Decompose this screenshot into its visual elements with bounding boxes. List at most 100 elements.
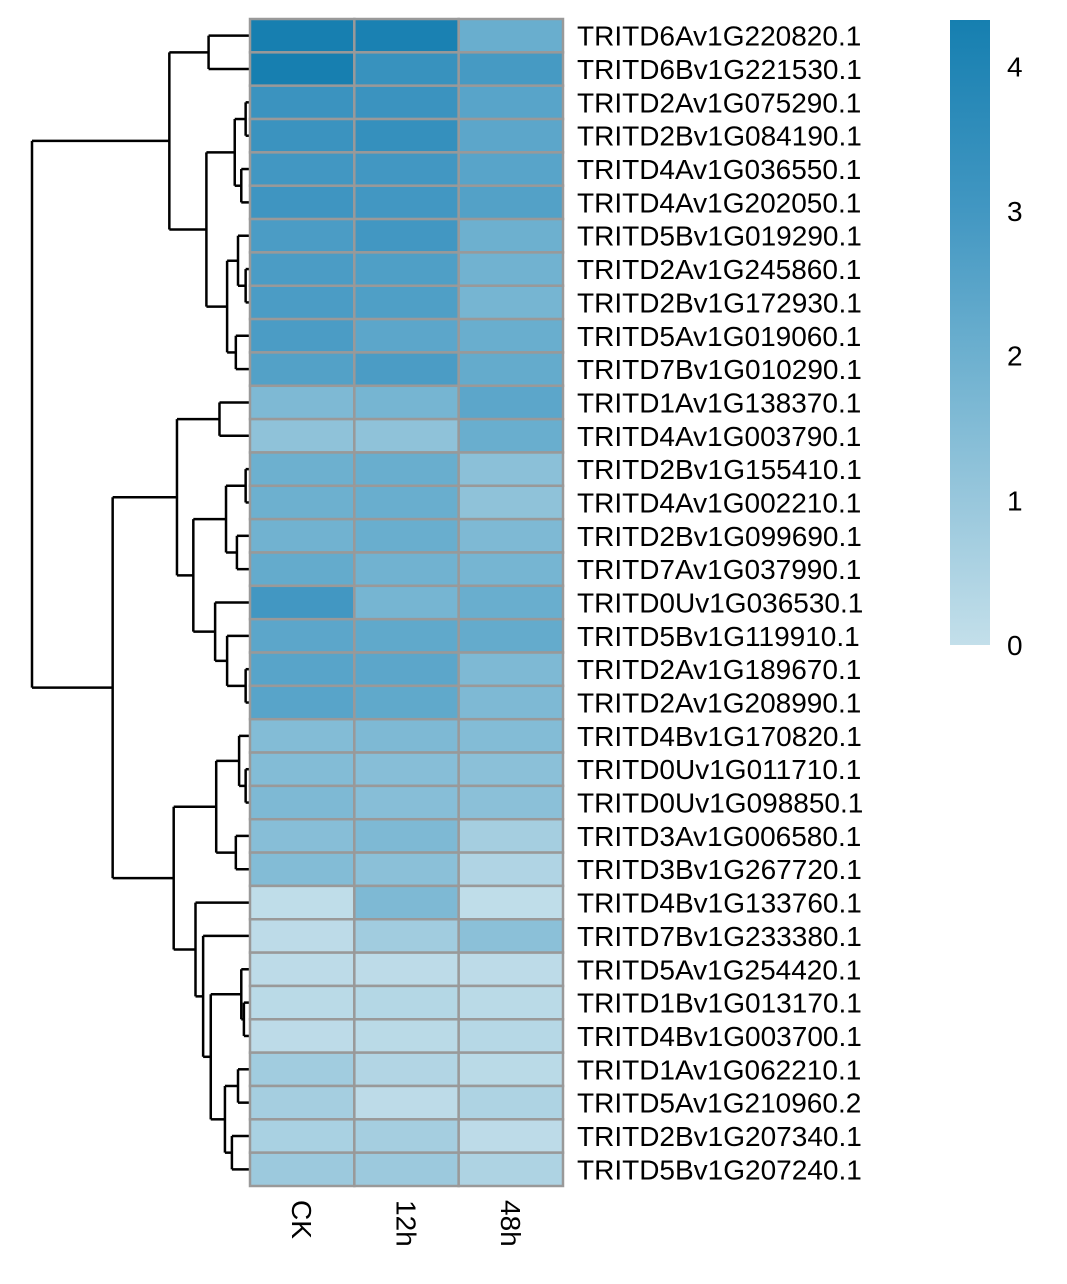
row-label: TRITD0Uv1G098850.1 xyxy=(577,788,863,819)
heatmap-cell xyxy=(248,984,356,1021)
heatmap-cell xyxy=(248,751,356,788)
heatmap-cell xyxy=(457,884,565,921)
legend-tick-label: 1 xyxy=(1007,485,1023,516)
heatmap-cell xyxy=(353,851,460,888)
column-label: 12h xyxy=(391,1200,422,1247)
heatmap-cell xyxy=(457,918,565,954)
row-dendrogram xyxy=(30,34,250,1171)
heatmap-cell xyxy=(248,784,356,821)
heatmap-cell xyxy=(248,51,356,87)
heatmap-cell xyxy=(353,884,460,921)
heatmap-cell xyxy=(457,251,565,287)
row-label: TRITD4Av1G002210.1 xyxy=(577,487,861,518)
heatmap-cell xyxy=(353,984,460,1021)
heatmap-cell xyxy=(248,651,356,688)
heatmap-cell xyxy=(457,184,565,221)
row-label: TRITD0Uv1G011710.1 xyxy=(577,754,861,785)
heatmap-cell xyxy=(248,351,356,388)
heatmap-cell xyxy=(457,1051,565,1088)
heatmap-cell xyxy=(248,151,356,187)
column-label: 48h xyxy=(495,1200,526,1247)
heatmap-cell xyxy=(248,1084,356,1121)
heatmap-cell xyxy=(353,17,460,54)
heatmap-cell xyxy=(457,1118,565,1154)
heatmap-cell xyxy=(248,918,356,954)
heatmap-cell xyxy=(457,551,565,588)
row-label: TRITD4Av1G036550.1 xyxy=(577,154,861,185)
heatmap-cell xyxy=(353,417,460,454)
row-label: TRITD7Bv1G233380.1 xyxy=(577,921,862,952)
legend-ticks: 0 1 2 3 4 xyxy=(1007,51,1023,661)
heatmap-cell xyxy=(457,84,565,121)
heatmap-cell xyxy=(457,217,565,254)
heatmap-cell xyxy=(353,384,460,421)
heatmap-cell xyxy=(248,217,356,254)
heatmap-cells xyxy=(248,17,565,1188)
heatmap-cell xyxy=(457,17,565,54)
row-label: TRITD3Bv1G267720.1 xyxy=(577,854,862,885)
heatmap-cell xyxy=(248,384,356,421)
heatmap-cell xyxy=(248,584,356,621)
row-label: TRITD5Av1G210960.2 xyxy=(577,1088,861,1119)
heatmap-cell xyxy=(457,951,565,988)
heatmap-cell xyxy=(353,51,460,87)
heatmap-cell xyxy=(353,84,460,121)
heatmap-cell xyxy=(353,184,460,221)
row-label: TRITD6Av1G220820.1 xyxy=(577,21,861,52)
heatmap-cell xyxy=(248,1151,356,1188)
row-label: TRITD5Bv1G019290.1 xyxy=(577,221,862,252)
heatmap-cell xyxy=(248,684,356,721)
heatmap-cell xyxy=(353,817,460,854)
row-label: TRITD2Bv1G084190.1 xyxy=(577,121,862,152)
heatmap-cell xyxy=(353,717,460,754)
heatmap-cell xyxy=(353,918,460,954)
heatmap-cell xyxy=(457,451,565,488)
heatmap-cell xyxy=(353,617,460,654)
heatmap-cell xyxy=(353,351,460,388)
heatmap-cell xyxy=(457,651,565,688)
heatmap-cell xyxy=(353,684,460,721)
heatmap-cell xyxy=(248,1118,356,1154)
row-label: TRITD2Bv1G099690.1 xyxy=(577,521,862,552)
heatmap-cell xyxy=(457,517,565,554)
row-label: TRITD1Av1G138370.1 xyxy=(577,387,861,418)
heatmap-cell xyxy=(248,251,356,287)
heatmap-cell xyxy=(248,417,356,454)
heatmap-cell xyxy=(457,1018,565,1054)
heatmap-cell xyxy=(248,551,356,588)
heatmap-cell xyxy=(457,717,565,754)
row-label: TRITD6Bv1G221530.1 xyxy=(577,54,862,85)
heatmap-cell xyxy=(457,417,565,454)
heatmap-cell xyxy=(457,117,565,154)
heatmap-cell xyxy=(457,284,565,321)
heatmap-cell xyxy=(457,584,565,621)
heatmap-cell xyxy=(457,851,565,888)
column-labels: CK 12h 48h xyxy=(286,1200,526,1247)
row-label: TRITD5Av1G254420.1 xyxy=(577,954,861,985)
row-label: TRITD5Bv1G207240.1 xyxy=(577,1154,862,1185)
row-label: TRITD4Bv1G133760.1 xyxy=(577,888,862,919)
heatmap-cell xyxy=(248,884,356,921)
row-label: TRITD4Av1G202050.1 xyxy=(577,187,861,218)
heatmap-cell xyxy=(353,584,460,621)
row-label: TRITD2Bv1G207340.1 xyxy=(577,1121,862,1152)
heatmap-cell xyxy=(248,1018,356,1054)
row-label: TRITD7Av1G037990.1 xyxy=(577,554,861,585)
color-legend: 0 1 2 3 4 xyxy=(950,20,1023,661)
heatmap-cell xyxy=(248,184,356,221)
row-label: TRITD1Av1G062210.1 xyxy=(577,1054,861,1085)
heatmap-cell xyxy=(353,751,460,788)
heatmap-cell xyxy=(248,84,356,121)
heatmap-cell xyxy=(353,151,460,187)
heatmap-cell xyxy=(353,217,460,254)
heatmap-cell xyxy=(457,317,565,354)
heatmap-cell xyxy=(353,1084,460,1121)
heatmap-cell xyxy=(457,984,565,1021)
legend-tick-label: 0 xyxy=(1007,630,1023,661)
heatmap-cell xyxy=(248,317,356,354)
heatmap-cell xyxy=(353,117,460,154)
heatmap-cell xyxy=(248,484,356,521)
heatmap-cell xyxy=(248,717,356,754)
row-label: TRITD1Bv1G013170.1 xyxy=(577,988,862,1019)
